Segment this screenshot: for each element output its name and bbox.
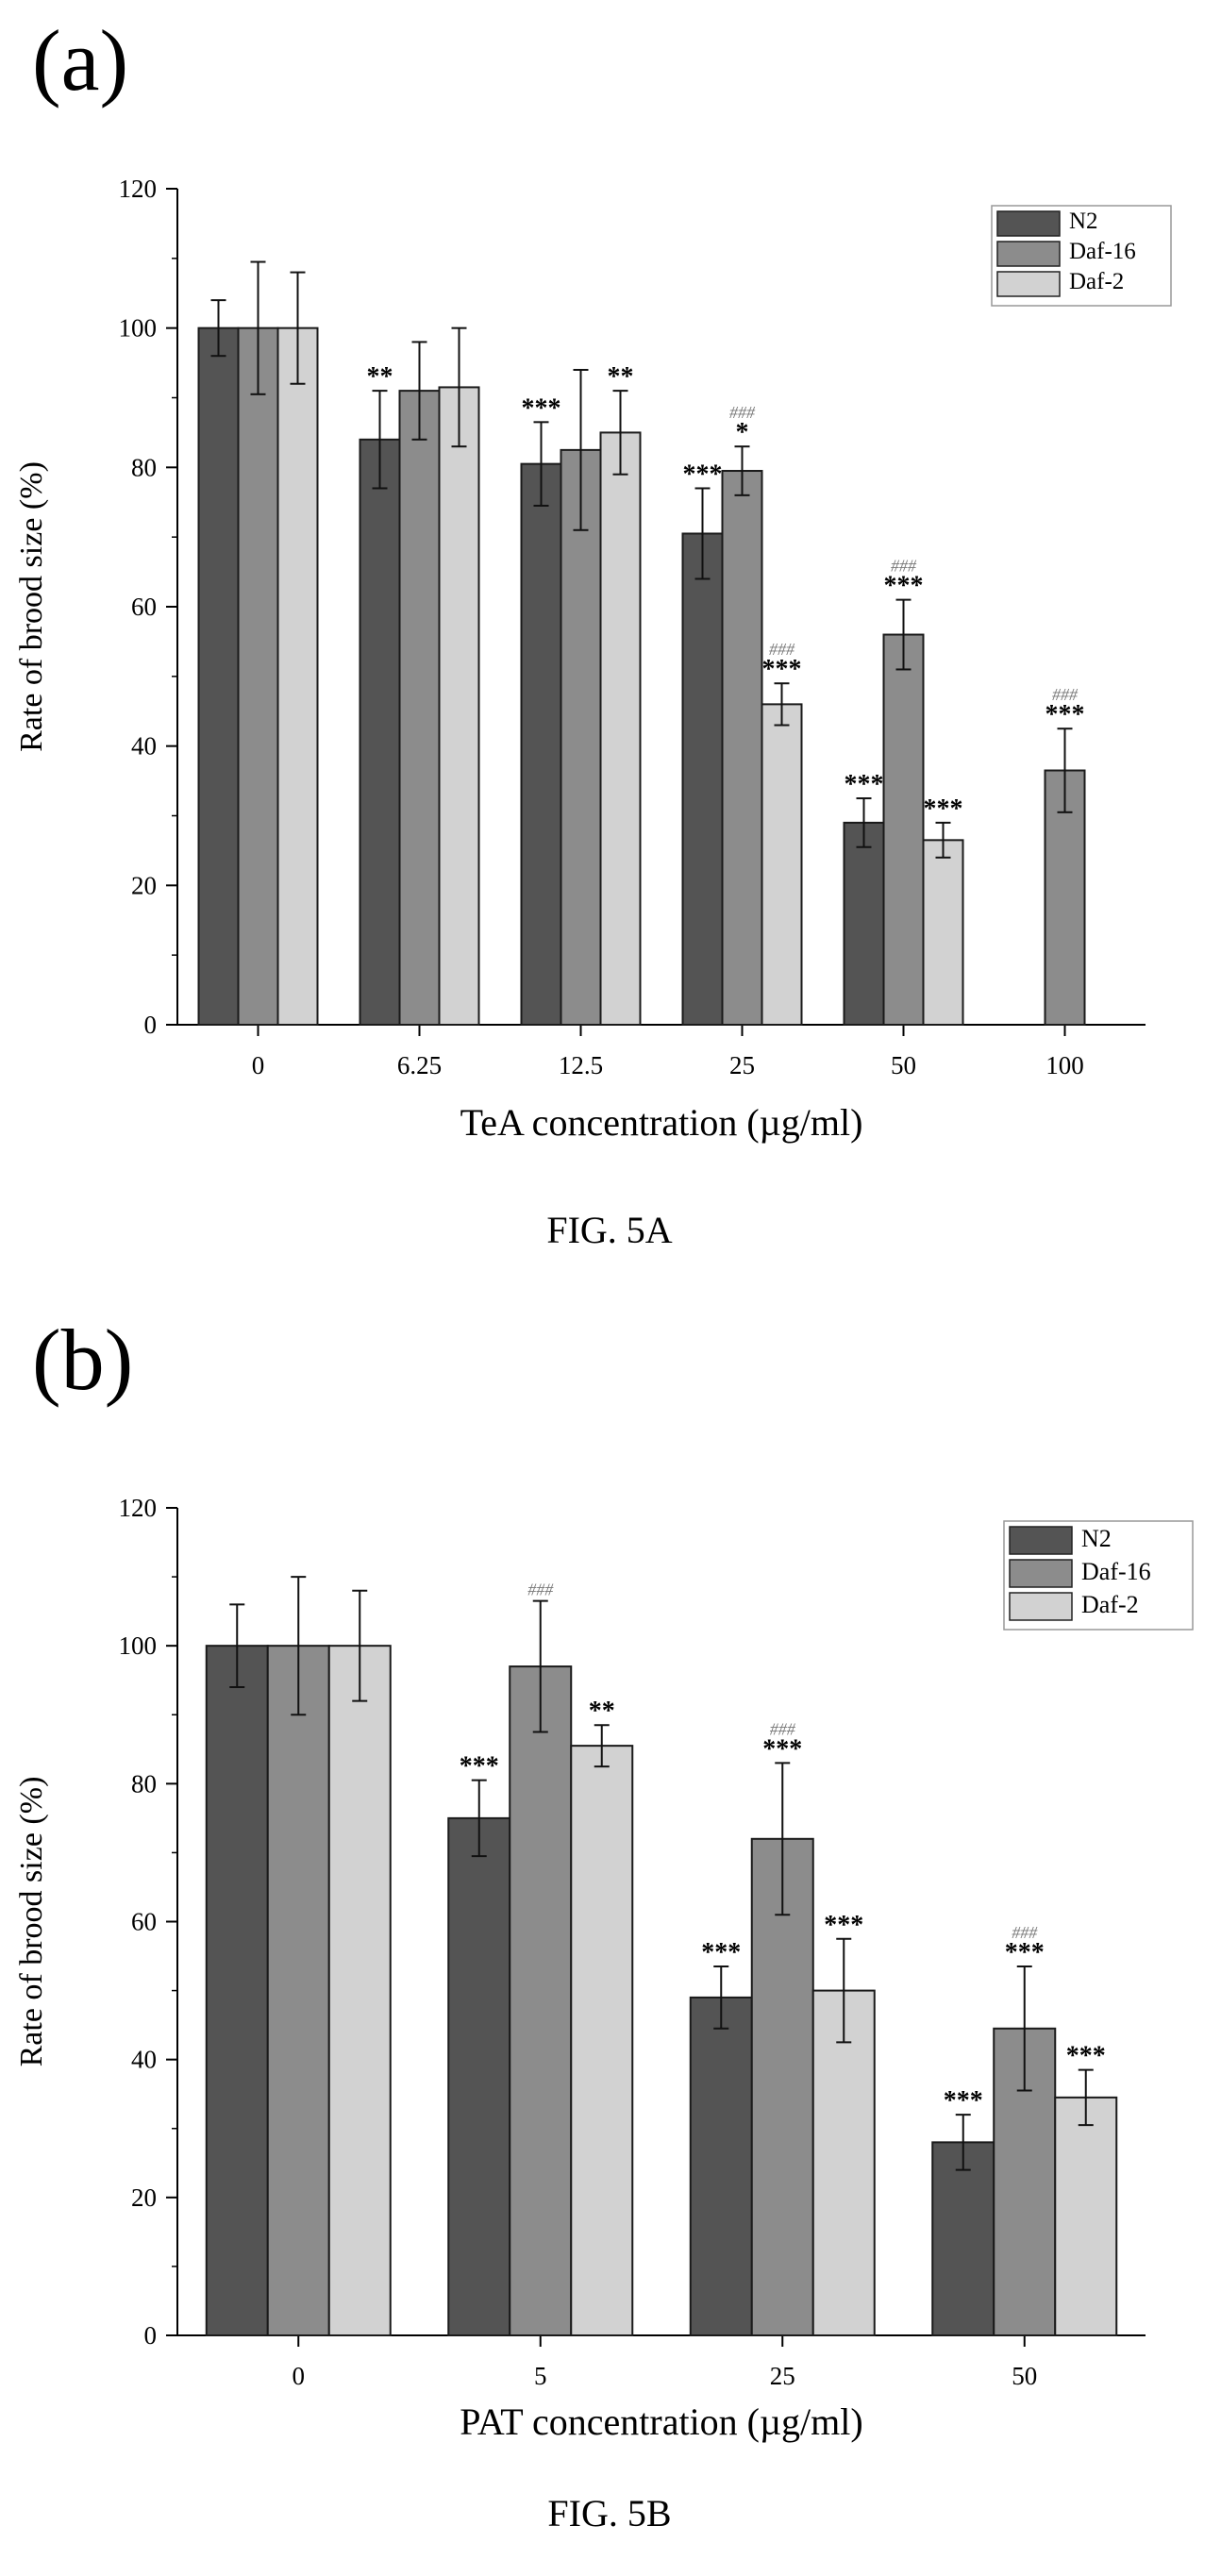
hash-significance-label: ### [729,403,756,422]
bar-daf-16-5 [509,1665,573,2336]
y-tick-label: 60 [131,593,157,621]
bar-n2-25 [689,1996,753,2336]
bar-n2-6.25 [359,438,401,1026]
panel-label-b: (b) [32,1312,134,1408]
bar-daf-2-6.25 [438,386,480,1026]
significance-label: *** [924,795,963,824]
legend-swatch-daf-2 [996,271,1061,297]
y-axis-label: Rate of brood size (%) [14,461,49,752]
hash-significance-label: ### [770,1719,796,1738]
y-tick-label: 100 [119,1631,158,1660]
bar-daf-16-25 [721,470,763,1026]
significance-label: *** [845,770,884,799]
legend-swatch-n2 [1009,1526,1073,1555]
x-tick-label: 5 [534,2362,547,2390]
bar-n2-0 [205,1645,269,2336]
legend-swatch-daf-2 [1009,1592,1073,1621]
y-tick-label: 0 [144,2321,158,2350]
bar-n2-5 [447,1816,511,2336]
x-tick-label: 0 [252,1051,265,1079]
bar-daf-16-25 [750,1837,814,2336]
bar-daf-2-25 [761,703,803,1026]
x-tick-label: 6.25 [397,1051,442,1079]
legend-label-daf-16: Daf-16 [1069,239,1136,264]
legend: N2 Daf-16 Daf-2 [1003,1520,1194,1631]
significance-label: *** [762,655,802,684]
bar-daf-2-0 [276,326,319,1026]
hash-significance-label: ### [769,640,795,659]
hash-significance-label: ### [891,557,917,576]
y-tick-label: 40 [131,732,157,761]
bar-n2-50 [931,2141,995,2336]
significance-label: *** [884,572,924,601]
y-tick-label: 40 [131,2046,157,2074]
bar-daf-2-5 [570,1745,634,2336]
y-tick-label: 80 [131,1769,157,1798]
significance-label: ** [367,362,393,392]
panel-label-a: (a) [32,12,129,109]
y-tick-label: 120 [119,175,158,203]
significance-label: *** [1066,2042,1106,2071]
significance-label: *** [1005,1938,1045,1967]
legend-label-daf-2: Daf-2 [1069,269,1124,294]
figure-caption-b: FIG. 5B [547,2492,672,2534]
x-tick-label: 50 [1012,2362,1037,2390]
bar-daf-16-0 [266,1645,330,2336]
significance-label: *** [460,1752,499,1781]
significance-label: *** [683,460,723,489]
bar-chart-b: 0 20 40 60 80 100 120 Rate of brood size (%) PAT… [14,1494,1194,2443]
significance-label: *** [824,1911,863,1940]
figure-caption-a: FIG. 5A [546,1209,673,1251]
significance-label: *** [1045,700,1085,729]
hash-significance-label: ### [1052,685,1079,704]
y-tick-label: 120 [119,1494,158,1522]
y-tick-label: 80 [131,453,157,481]
legend: N2 Daf-16 Daf-2 [991,205,1172,307]
bar-daf-16-0 [237,326,279,1026]
legend-swatch-daf-16 [1009,1559,1073,1588]
bar-daf-16-50 [882,633,925,1026]
x-tick-label: 100 [1045,1051,1084,1079]
bar-n2-25 [681,532,724,1026]
bar-daf-2-0 [327,1645,392,2336]
x-tick-label: 25 [770,2362,795,2390]
legend-label-daf-2: Daf-2 [1081,1591,1139,1618]
x-tick-label: 50 [891,1051,916,1079]
hash-significance-label: ### [1012,1923,1038,1942]
significance-label: ** [589,1697,615,1726]
bar-n2-12.5 [520,462,562,1026]
y-tick-label: 20 [131,871,157,899]
significance-label: *** [701,1938,741,1967]
significance-label: *** [944,2086,983,2116]
significance-label: *** [762,1734,802,1764]
legend-label-n2: N2 [1081,1525,1112,1552]
x-axis-label: TeA concentration (µg/ml) [460,1101,863,1144]
hash-significance-label: ### [527,1581,554,1599]
legend-label-daf-16: Daf-16 [1081,1558,1151,1585]
y-tick-label: 60 [131,1908,157,1936]
bar-n2-0 [197,326,240,1026]
y-tick-label: 0 [144,1011,158,1039]
legend-swatch-n2 [996,210,1061,237]
x-tick-label: 12.5 [559,1051,603,1079]
bar-daf-2-50 [922,839,964,1027]
bar-daf-2-12.5 [599,431,642,1026]
y-tick-label: 100 [119,314,158,343]
y-axis-label: Rate of brood size (%) [14,1777,49,2067]
bar-chart-a: 0 20 40 60 80 100 120 Rate of brood size (%) TeA… [14,175,1172,1144]
bar-n2-50 [843,821,885,1027]
bar-daf-2-50 [1054,2096,1118,2336]
x-tick-label: 25 [729,1051,755,1079]
bar-daf-16-6.25 [398,390,441,1027]
legend-label-n2: N2 [1069,209,1098,234]
legend-swatch-daf-16 [996,241,1061,267]
bar-daf-16-12.5 [560,448,602,1026]
significance-label: * [736,418,749,447]
x-axis-label: PAT concentration (µg/ml) [460,2400,862,2443]
significance-label: ** [608,362,634,392]
significance-label: *** [522,393,561,423]
x-tick-label: 0 [293,2362,306,2390]
y-tick-label: 20 [131,2183,157,2212]
